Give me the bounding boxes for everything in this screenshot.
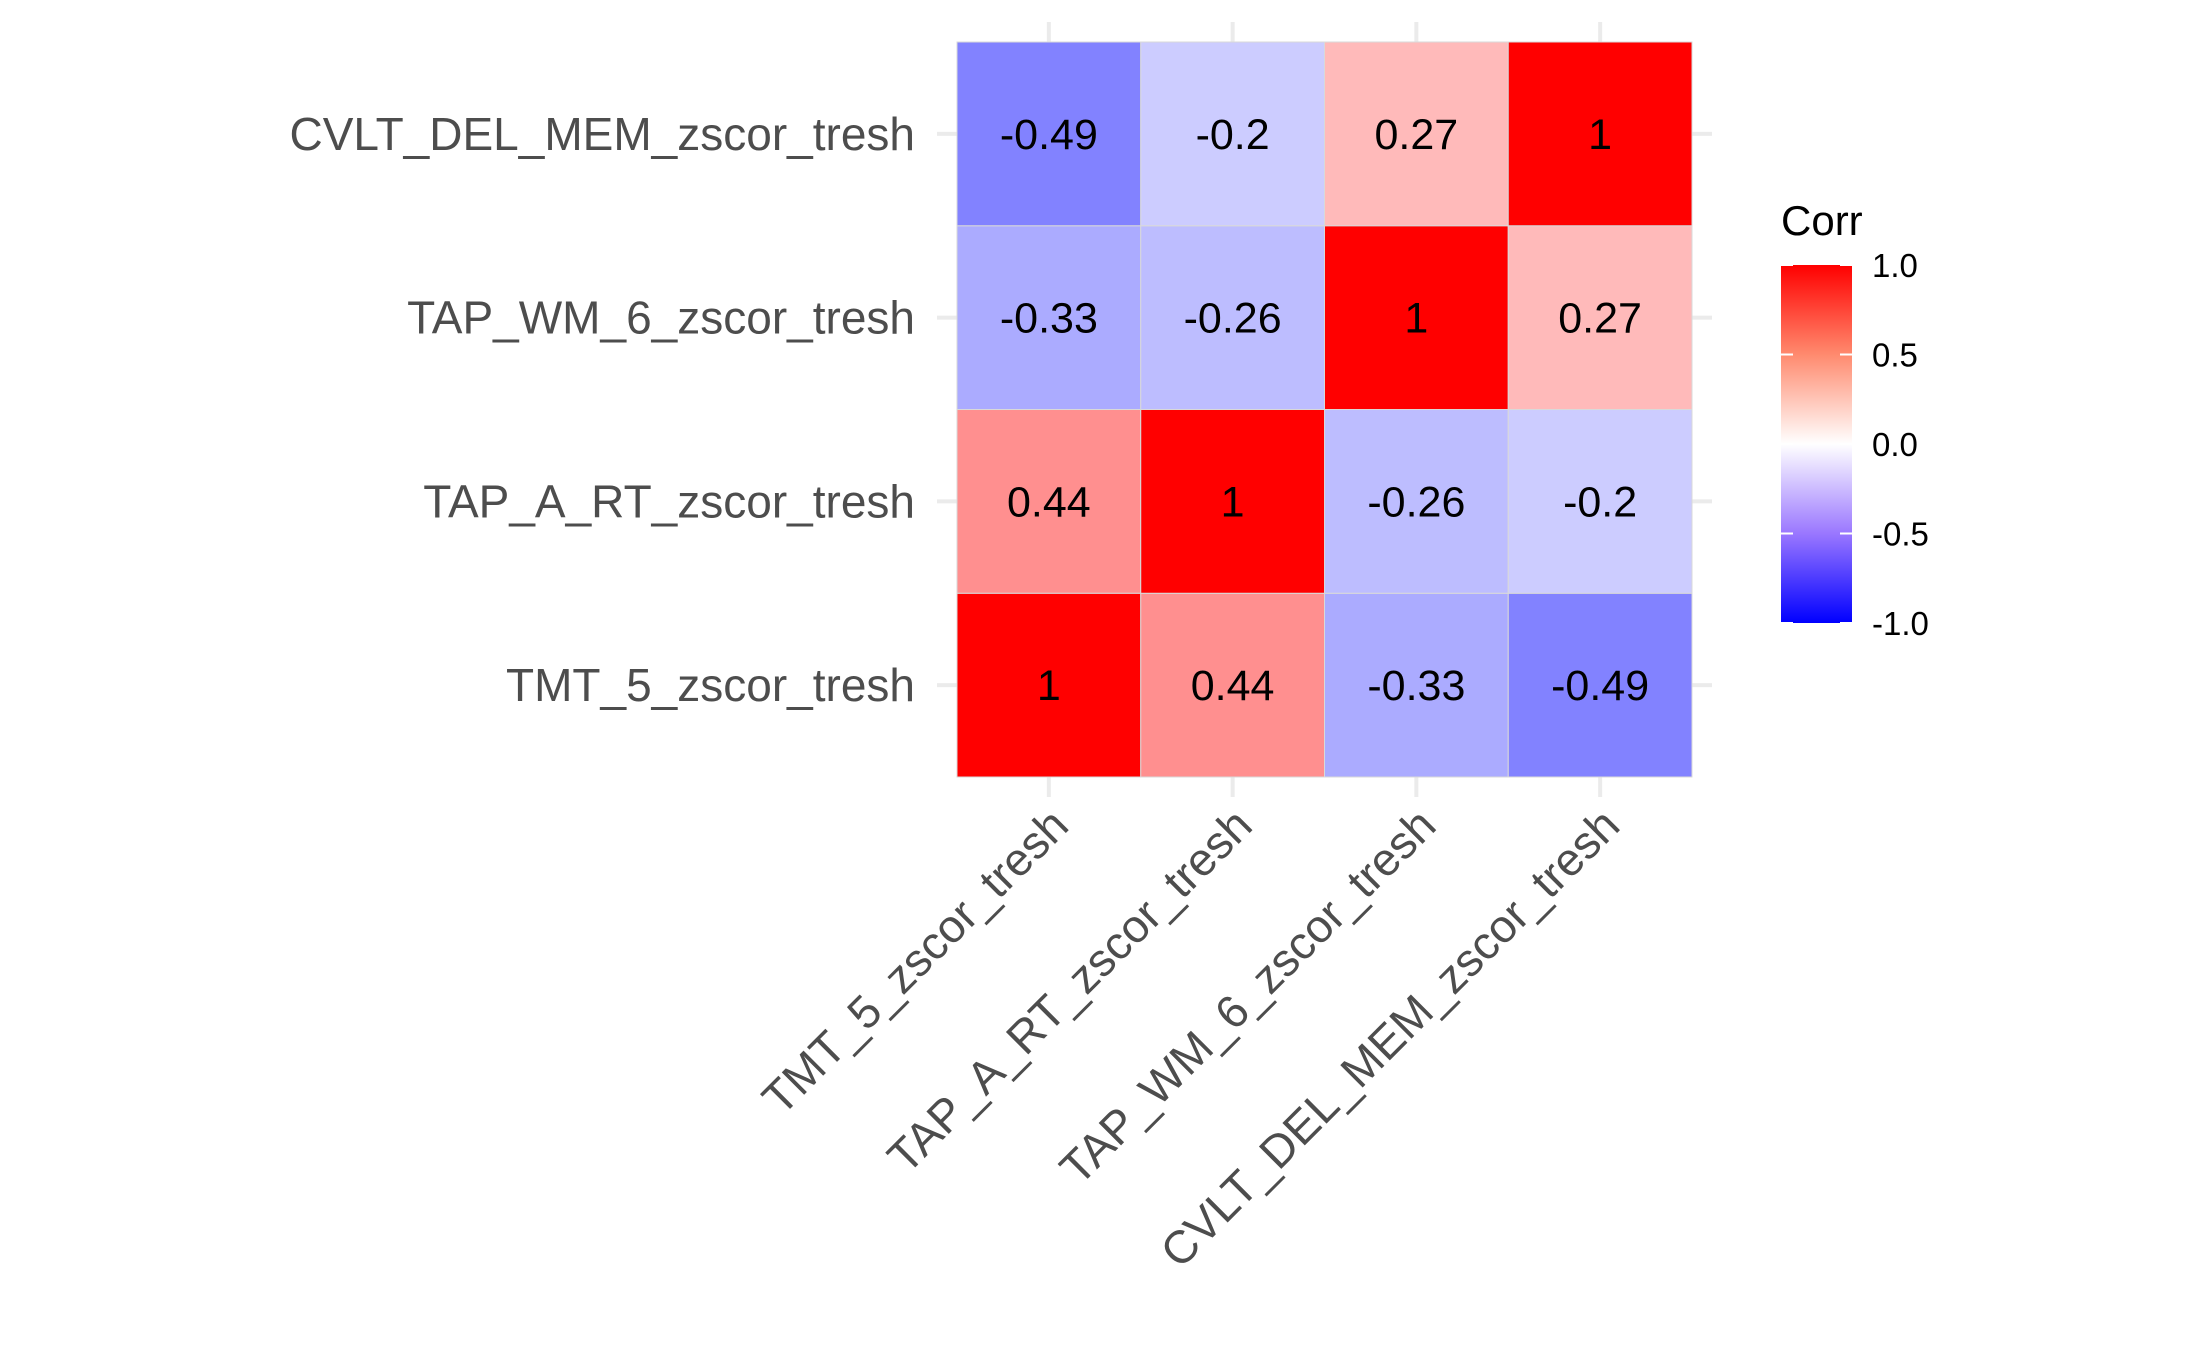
heatmap-cells [956,41,1693,778]
legend-tick-label: -0.5 [1872,516,1929,553]
cell-value-label: 0.44 [1007,478,1091,526]
legend-title: Corr [1781,197,1863,244]
x-tick-label: TMT_5_zscor_tresh [752,798,1078,1124]
heatmap-cell [1507,409,1693,594]
y-tick-label: TMT_5_zscor_tresh [506,659,915,711]
legend-tick-label: 0.5 [1872,337,1918,374]
heatmap-cell [1507,41,1693,227]
x-tick-label: TAP_A_RT_zscor_tresh [877,798,1261,1182]
legend-tick-label: 0.0 [1872,426,1918,463]
x-tick-label: TAP_WM_6_zscor_tresh [1050,798,1446,1194]
y-tick-label: TAP_A_RT_zscor_tresh [423,475,915,527]
cell-value-label: 0.27 [1375,111,1459,159]
y-axis: TMT_5_zscor_tresh TAP_A_RT_zscor_tresh TAP… [290,108,915,711]
heatmap-cell [956,592,1142,778]
cell-value-label: 1 [1588,111,1612,159]
cell-value-label: -0.26 [1367,478,1465,526]
cell-value-label: -0.33 [1367,662,1465,710]
cell-value-label: -0.33 [1000,295,1098,343]
cell-value-label: 1 [1221,478,1245,526]
heatmap-cell [1140,592,1325,778]
heatmap-cell [1140,409,1325,594]
color-legend: Corr 1.0 0.5 0.0 -0.5 -1.0 [1781,197,1929,642]
heatmap-cell [1140,41,1325,227]
heatmap-cell [1324,592,1509,778]
cell-value-label: -0.26 [1184,295,1282,343]
cell-value-label: 1 [1404,295,1428,343]
heatmap-cell [956,41,1142,227]
legend-tick-label: 1.0 [1872,247,1918,284]
cell-value-label: 0.27 [1558,295,1642,343]
heatmap-cell [1324,41,1509,227]
cell-value-label: -0.2 [1196,111,1270,159]
legend-ticks: 1.0 0.5 0.0 -0.5 -1.0 [1781,247,1929,642]
cell-value-labels: 1 0.44 -0.33 -0.49 0.44 1 -0.26 -0.2 -0.33 -0.26 1… [1000,111,1649,710]
heatmap-cell [956,225,1142,410]
cell-value-label: -0.49 [1551,662,1649,710]
heatmap-cell [1507,592,1693,778]
heatmap-cell [1324,225,1509,410]
heatmap-cell [1507,225,1693,410]
y-tick-label: TAP_WM_6_zscor_tresh [407,292,915,344]
cell-value-label: 0.44 [1191,662,1275,710]
legend-tick-label: -1.0 [1872,605,1929,642]
cell-value-label: -0.49 [1000,111,1098,159]
y-tick-label: CVLT_DEL_MEM_zscor_tresh [290,108,915,160]
cell-value-label: 1 [1037,662,1061,710]
cell-value-label: -0.2 [1563,478,1637,526]
x-axis: TMT_5_zscor_treshTAP_A_RT_zscor_treshTAP… [752,798,1629,1277]
